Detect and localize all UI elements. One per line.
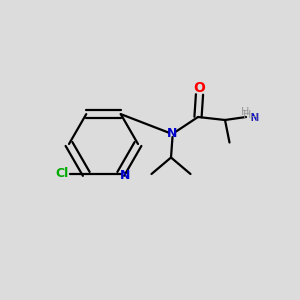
- Text: H: H: [241, 107, 249, 118]
- Text: N: N: [119, 169, 130, 182]
- Text: O: O: [194, 82, 206, 95]
- Text: H: H: [250, 112, 258, 123]
- Text: N: N: [250, 113, 260, 124]
- Text: Cl: Cl: [56, 167, 69, 180]
- Text: N: N: [167, 127, 178, 140]
- Text: H: H: [243, 110, 252, 120]
